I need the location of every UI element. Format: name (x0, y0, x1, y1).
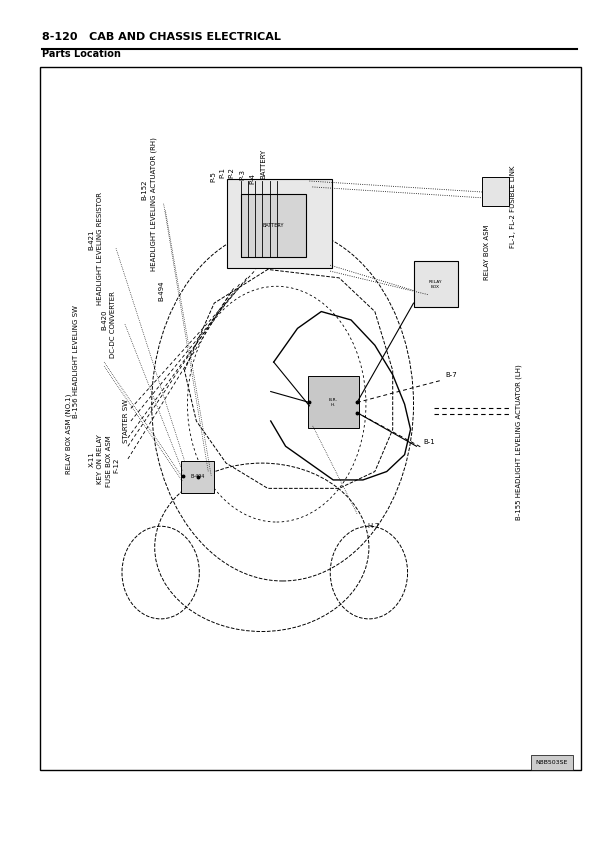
Text: B-156 HEADLIGHT LEVELING SW: B-156 HEADLIGHT LEVELING SW (73, 306, 79, 418)
Text: B-421: B-421 (88, 230, 94, 250)
Text: B-155 HEADLIGHT LEVELING ACTUATOR (LH): B-155 HEADLIGHT LEVELING ACTUATOR (LH) (516, 365, 522, 520)
FancyBboxPatch shape (308, 376, 359, 428)
Text: STARTER SW: STARTER SW (123, 399, 129, 443)
Text: B-1: B-1 (424, 439, 436, 445)
Text: N8B503SE: N8B503SE (536, 759, 568, 765)
Bar (181, 461, 214, 493)
Text: X-11: X-11 (89, 451, 95, 466)
Text: HEADLIGHT LEVELING ACTUATOR (RH): HEADLIGHT LEVELING ACTUATOR (RH) (151, 137, 156, 270)
Text: BATTERY: BATTERY (263, 223, 284, 228)
Text: H-7: H-7 (367, 523, 379, 530)
Text: P-3: P-3 (240, 168, 246, 180)
Bar (241, 194, 306, 257)
Text: FL-1, FL-2 FUSIBLE LINK: FL-1, FL-2 FUSIBLE LINK (510, 165, 516, 248)
Text: Parts Location: Parts Location (42, 49, 121, 59)
Text: BATTERY: BATTERY (260, 149, 266, 179)
Text: B-7: B-7 (445, 371, 457, 378)
Text: RELAY
BOX: RELAY BOX (429, 280, 442, 289)
Text: 8-120   CAB AND CHASSIS ELECTRICAL: 8-120 CAB AND CHASSIS ELECTRICAL (42, 32, 280, 42)
Text: B-R-
H-: B-R- H- (328, 398, 338, 407)
Text: P-4: P-4 (249, 173, 255, 184)
Text: FUSE BOX ASM: FUSE BOX ASM (106, 435, 112, 488)
Text: B-494: B-494 (159, 280, 165, 301)
Text: B-152: B-152 (142, 179, 148, 200)
Bar (40, 67, 581, 770)
Text: F-12: F-12 (114, 458, 120, 473)
Text: DC-DC CONVERTER: DC-DC CONVERTER (110, 290, 116, 358)
Text: HEADLIGHT LEVELING RESISTOR: HEADLIGHT LEVELING RESISTOR (97, 192, 103, 305)
FancyBboxPatch shape (227, 179, 332, 268)
Text: KEY ON RELAY: KEY ON RELAY (97, 434, 103, 484)
Text: RELAY BOX ASM (NO.1): RELAY BOX ASM (NO.1) (65, 393, 71, 474)
Text: P-5: P-5 (210, 172, 216, 182)
Text: B-420: B-420 (102, 310, 108, 330)
Bar (482, 177, 509, 206)
Text: P-1: P-1 (220, 167, 226, 179)
Text: RELAY BOX ASM: RELAY BOX ASM (484, 225, 490, 280)
Text: B-494: B-494 (190, 474, 205, 479)
Text: P-2: P-2 (228, 168, 234, 178)
Bar (414, 261, 458, 307)
